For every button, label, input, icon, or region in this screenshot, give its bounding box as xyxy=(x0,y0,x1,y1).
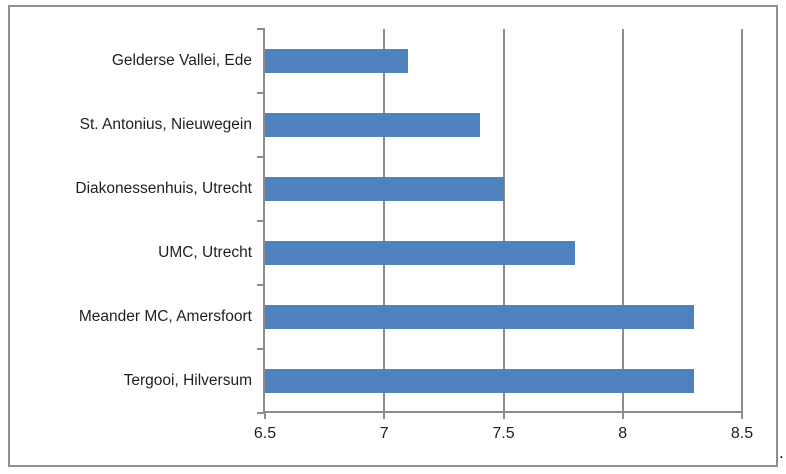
category-label-1: Gelderse Vallei, Ede xyxy=(111,52,252,69)
y-axis-tick xyxy=(257,412,265,414)
x-axis-line xyxy=(263,411,743,413)
y-axis-tick xyxy=(257,28,265,30)
x-axis-tick xyxy=(621,413,624,419)
x-tick-label-4: 8 xyxy=(618,425,628,442)
x-tick-label-1: 6.5 xyxy=(253,425,277,442)
category-label-6: Tergooi, Hilversum xyxy=(123,372,252,389)
category-label-4: UMC, Utrecht xyxy=(158,244,252,261)
category-label-3: Diakonessenhuis, Utrecht xyxy=(75,180,252,197)
bar-3 xyxy=(265,177,504,201)
bar-4 xyxy=(265,241,576,265)
bar-5 xyxy=(265,305,695,329)
gridline xyxy=(621,29,624,413)
x-tick-label-5: 8.5 xyxy=(730,425,754,442)
y-axis-tick xyxy=(257,348,265,350)
gridline xyxy=(383,29,386,413)
x-axis-tick xyxy=(741,413,743,419)
bar-2 xyxy=(265,113,480,137)
gridline xyxy=(741,29,743,413)
category-label-2: St. Antonius, Nieuwegein xyxy=(79,116,252,133)
chart-border xyxy=(8,5,778,467)
bar-1 xyxy=(265,49,409,73)
bar-6 xyxy=(265,369,695,393)
x-tick-label-3: 7.5 xyxy=(492,425,515,442)
x-tick-label-2: 7 xyxy=(379,425,389,442)
x-axis-tick xyxy=(502,413,505,419)
category-label-5: Meander MC, Amersfoort xyxy=(78,308,252,325)
x-axis-tick xyxy=(383,413,386,419)
gridline xyxy=(502,29,505,413)
x-axis-tick xyxy=(264,413,266,419)
y-axis-tick xyxy=(257,220,265,222)
y-axis-tick xyxy=(257,284,265,286)
trailing-period-text: . xyxy=(779,443,784,462)
y-axis-tick xyxy=(257,92,265,94)
y-axis-tick xyxy=(257,156,265,158)
